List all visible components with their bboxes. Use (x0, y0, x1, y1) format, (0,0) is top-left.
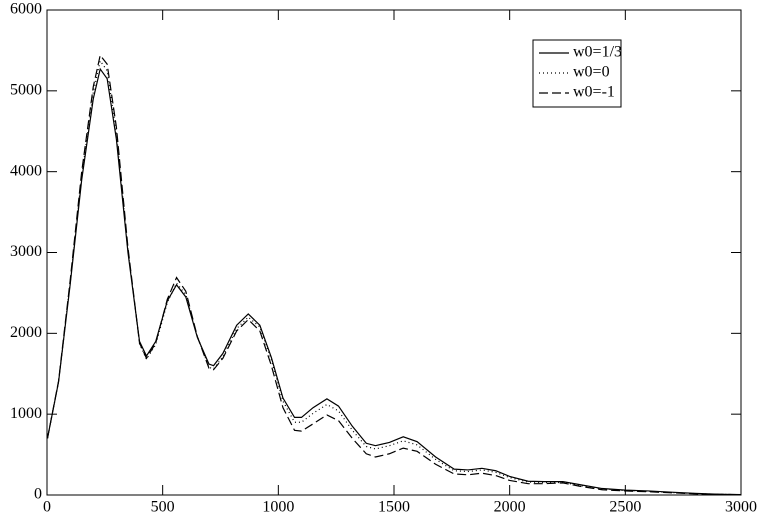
x-tick-label: 0 (43, 499, 51, 516)
legend-label: w0=0 (573, 64, 610, 81)
x-tick-label: 1500 (378, 499, 410, 516)
x-tick-label: 500 (151, 499, 175, 516)
y-tick-label: 2000 (10, 324, 42, 341)
x-tick-label: 2000 (494, 499, 526, 516)
x-tick-label: 1000 (262, 499, 294, 516)
legend-label: w0=-1 (573, 84, 615, 101)
series-line (46, 53, 742, 496)
series-line (46, 67, 742, 496)
x-tick-label: 2500 (609, 499, 641, 516)
y-tick-label: 5000 (10, 82, 42, 99)
y-tick-label: 1000 (10, 405, 42, 422)
series-line (46, 59, 742, 496)
x-tick-label: 3000 (725, 499, 757, 516)
y-tick-label: 6000 (10, 1, 42, 18)
y-tick-label: 4000 (10, 162, 42, 179)
legend-label: w0=1/3 (573, 44, 622, 61)
y-tick-label: 0 (34, 486, 42, 503)
plot-frame (46, 9, 742, 496)
y-tick-label: 3000 (10, 243, 42, 260)
